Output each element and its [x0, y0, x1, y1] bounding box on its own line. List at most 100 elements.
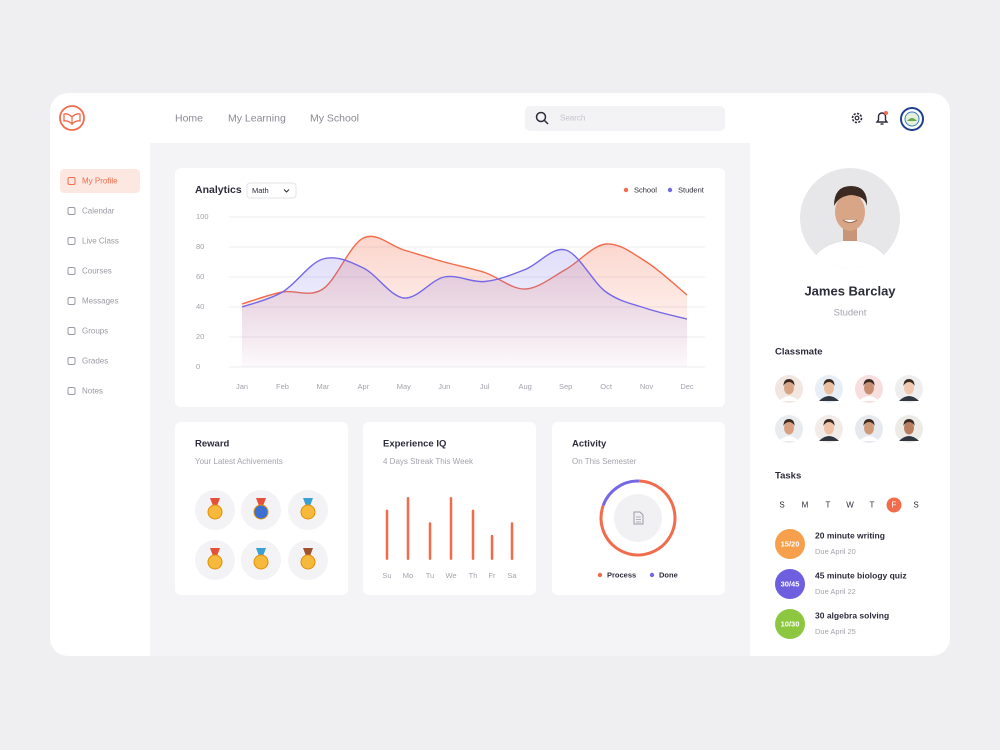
sidebar-item[interactable]: Grades	[82, 357, 108, 366]
x-tick-label: Jul	[480, 382, 490, 391]
classmate-hair	[783, 379, 795, 386]
search-icon-handle	[543, 119, 549, 125]
classmate-face	[904, 421, 914, 435]
nav-link[interactable]: Home	[175, 112, 203, 124]
sidebar-icon	[67, 327, 76, 335]
classmate-hair	[823, 379, 835, 386]
legend-dot	[667, 187, 673, 193]
bar	[510, 522, 514, 560]
classmate-face	[784, 381, 794, 395]
weekday[interactable]: T	[826, 501, 831, 510]
sidebar-icon	[67, 357, 76, 365]
weekday[interactable]: T	[870, 501, 875, 510]
classmate-hair	[783, 419, 795, 426]
classmate-body	[819, 396, 839, 401]
x-tick-label: Nov	[640, 382, 654, 391]
classmate-body	[819, 436, 839, 441]
subject-dropdown[interactable]	[246, 182, 297, 199]
legend-dot	[649, 572, 655, 578]
badge-medal	[300, 554, 316, 570]
x-tick-label: Fr	[488, 571, 496, 580]
sidebar-icon	[67, 237, 76, 245]
nav-link[interactable]: My Learning	[228, 112, 286, 124]
x-tick-label: Su	[382, 571, 391, 580]
profile-avatar	[800, 168, 900, 268]
series-area	[242, 249, 687, 367]
classmate-body	[779, 396, 799, 401]
sidebar-item[interactable]: My Profile	[82, 177, 118, 186]
analytics-title: Analytics	[195, 184, 242, 196]
task-progress-badge	[775, 529, 805, 559]
task-progress: 15/20	[781, 539, 800, 548]
task-progress-badge	[775, 609, 805, 639]
task-due: Due April 22	[815, 587, 856, 596]
bar	[406, 497, 410, 560]
experience-subtitle: 4 Days Streak This Week	[383, 457, 474, 466]
weekday[interactable]: W	[846, 501, 854, 510]
search-box[interactable]	[525, 106, 725, 131]
donut-segment	[599, 479, 677, 557]
sidebar-item[interactable]: Courses	[82, 267, 112, 276]
x-tick-label: Mo	[403, 571, 413, 580]
experience-title: Experience IQ	[383, 439, 446, 450]
classmate-body	[899, 436, 919, 441]
badge-ribbon	[303, 548, 313, 556]
task-title[interactable]: 45 minute biology quiz	[815, 570, 907, 580]
weekday[interactable]: M	[802, 501, 809, 510]
activity-subtitle: On This Semester	[572, 457, 637, 466]
classmate-face	[864, 421, 874, 435]
x-tick-label: May	[397, 382, 411, 391]
task-due: Due April 25	[815, 627, 856, 636]
active-day-bg	[886, 497, 902, 513]
task-title[interactable]: 30 algebra solving	[815, 610, 889, 620]
legend-label[interactable]: School	[634, 185, 657, 194]
weekday[interactable]: F	[892, 501, 897, 510]
x-tick-label: Mar	[316, 382, 329, 391]
x-tick-label: Th	[469, 571, 478, 580]
notification-icon[interactable]	[875, 111, 889, 125]
sidebar-item[interactable]: Calendar	[82, 207, 115, 216]
classmate-face	[824, 421, 834, 435]
task-title[interactable]: 20 minute writing	[815, 530, 885, 540]
sidebar-item[interactable]: Live Class	[82, 237, 119, 246]
sidebar-item[interactable]: Notes	[82, 387, 103, 396]
profile-role: Student	[834, 308, 867, 319]
search-placeholder: Search	[560, 114, 585, 123]
badge-medal	[300, 504, 316, 520]
activity-title: Activity	[572, 439, 607, 450]
logo[interactable]	[59, 105, 85, 131]
x-tick-label: Oct	[600, 382, 613, 391]
x-tick-label: Jan	[236, 382, 248, 391]
legend-dot	[597, 572, 603, 578]
classmate-face	[824, 381, 834, 395]
reward-subtitle: Your Latest Achivements	[195, 457, 283, 466]
classmate-face	[904, 381, 914, 395]
classmate-body	[859, 396, 879, 401]
nav-link[interactable]: My School	[310, 112, 359, 124]
search-icon	[535, 111, 547, 123]
school-badge[interactable]	[900, 107, 924, 131]
task-progress: 30/45	[781, 579, 800, 588]
y-tick-label: 20	[196, 332, 204, 341]
y-tick-label: 100	[196, 212, 209, 221]
weekday[interactable]: S	[913, 501, 918, 510]
sidebar-item[interactable]: Groups	[82, 327, 108, 336]
sidebar-icon	[67, 297, 76, 305]
x-tick-label: Jun	[438, 382, 450, 391]
badge-ribbon	[256, 548, 266, 556]
classmate-hair	[823, 419, 835, 426]
sidebar-icon	[67, 177, 76, 185]
legend-label: Process	[607, 570, 636, 579]
badge-medal	[207, 504, 223, 520]
activity-center	[614, 494, 662, 542]
document-icon	[633, 511, 644, 525]
weekday[interactable]: S	[779, 501, 784, 510]
sidebar-item[interactable]: Messages	[82, 297, 118, 306]
settings-icon[interactable]	[851, 112, 863, 124]
dropdown-chevron	[283, 189, 290, 193]
badge-medal	[253, 504, 269, 520]
legend-label[interactable]: Student	[678, 185, 705, 194]
x-tick-label: Sa	[507, 571, 517, 580]
task-progress: 10/30	[781, 619, 800, 628]
